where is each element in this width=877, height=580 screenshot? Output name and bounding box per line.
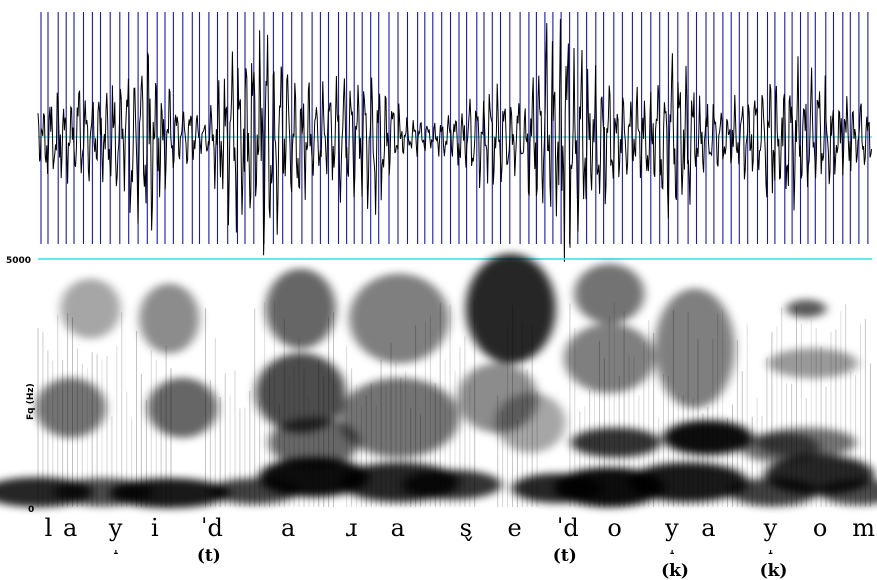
segment-label: y [763, 514, 778, 542]
energy-blob [756, 427, 857, 458]
spectrogram-energy [0, 253, 877, 509]
energy-blob [767, 348, 858, 379]
segment-label: y [664, 514, 679, 542]
segment-label: i [151, 514, 159, 542]
segment-sublabel: (t) [553, 546, 577, 566]
energy-blob [570, 427, 661, 458]
energy-blob [628, 462, 749, 503]
segment-label: o [607, 514, 621, 542]
spectrogram-panel: 5000 0 Fq (Hz) [0, 253, 877, 515]
segment-sublabel: (k) [760, 561, 788, 580]
energy-blob [35, 377, 106, 438]
segment-diacritic: ˔ [767, 534, 775, 562]
energy-blob [349, 273, 450, 364]
energy-blob [109, 478, 230, 509]
segment-diacritic: ˔ [668, 534, 676, 562]
energy-blob [60, 278, 121, 339]
energy-blob [465, 253, 556, 364]
y-tick-0: 0 [28, 505, 34, 515]
segment-label: ɹ [345, 514, 357, 542]
waveform-trace [37, 18, 873, 262]
energy-blob [495, 392, 566, 453]
segment-diacritic: ˇ [463, 534, 475, 562]
segment-label: l [45, 514, 53, 542]
segment-label: m [852, 514, 875, 542]
segment-sublabel: (t) [197, 546, 221, 566]
glottal-striations [37, 300, 871, 507]
segment-labels: l a y˔i ˈd a ɹ a sˇe ˈd o y˔a y˔o m(t) (t)(k) (k) [45, 514, 876, 580]
segment-label: o [813, 514, 827, 542]
energy-blob [662, 420, 753, 456]
energy-blob [147, 377, 218, 438]
segment-diacritic: ˔ [112, 534, 120, 562]
segment-label: a [63, 514, 77, 542]
energy-blob [265, 268, 336, 349]
y-axis-label: Fq (Hz) [26, 383, 36, 420]
segment-sublabel: (k) [661, 561, 689, 580]
energy-blob [401, 469, 502, 500]
energy-blob [574, 263, 645, 324]
energy-blob [339, 377, 460, 458]
energy-blob [654, 288, 735, 409]
segment-label: s [460, 514, 472, 542]
segment-label: a [391, 514, 405, 542]
energy-blob [564, 323, 655, 394]
energy-blob [255, 352, 346, 433]
waveform-panel [37, 12, 873, 262]
energy-blob [139, 283, 200, 354]
segment-label: y [108, 514, 123, 542]
energy-blob [786, 299, 827, 318]
y-tick-5000: 5000 [6, 256, 31, 266]
segment-label: a [701, 514, 715, 542]
segment-label: e [508, 514, 522, 542]
segment-label: ˈd [557, 514, 579, 542]
energy-blob [818, 479, 877, 506]
segment-label: a [281, 514, 295, 542]
energy-blob [268, 417, 359, 468]
segment-label: ˈd [201, 514, 223, 542]
